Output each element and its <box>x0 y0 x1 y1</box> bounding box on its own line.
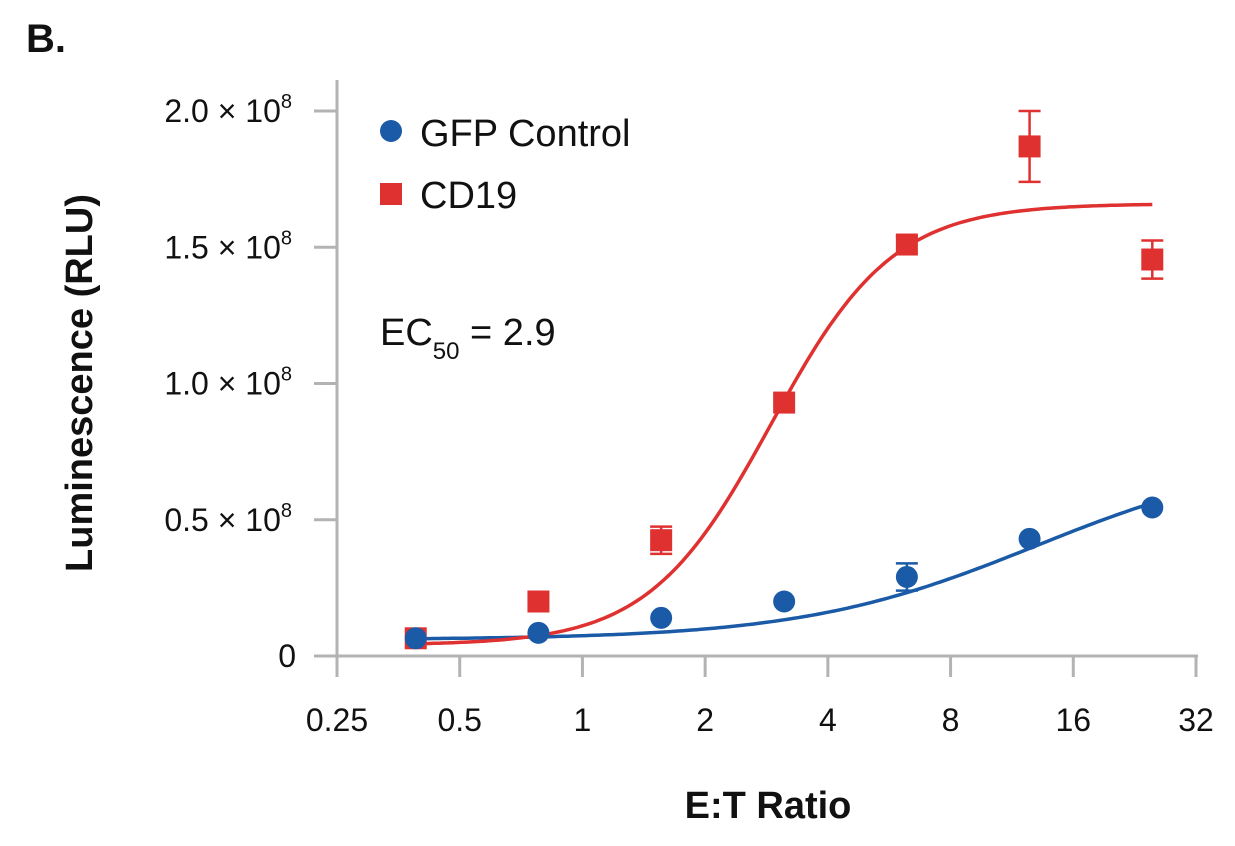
x-axis-title: E:T Ratio <box>685 785 852 827</box>
fit-curves <box>415 202 1153 646</box>
panel-label: B. <box>26 17 66 61</box>
axes <box>314 80 1198 658</box>
ec50-subscript: 50 <box>433 338 460 365</box>
legend-label-cd19: CD19 <box>420 175 517 217</box>
cd19-point-6 <box>1141 248 1164 271</box>
cd19-point-4 <box>895 233 918 256</box>
x-tick-label-0: 0.25 <box>306 702 368 738</box>
y-tick-label-1: 0.5 × 108 <box>164 500 292 538</box>
fit-curve-1 <box>415 202 1153 646</box>
cd19-point-1 <box>527 590 550 613</box>
fit-curve-0 <box>415 501 1153 641</box>
gfp-control-point-0 <box>404 627 427 650</box>
gfp-control-point-2 <box>650 606 673 629</box>
gfp-control-point-5 <box>1018 527 1041 550</box>
error-bars <box>650 109 1164 592</box>
y-tick-label-0: 0 <box>278 638 296 674</box>
y-axis-title: Luminescence (RLU) <box>59 194 101 572</box>
data-points <box>404 135 1164 650</box>
y-tick-label-3: 1.5 × 108 <box>164 227 292 265</box>
ec50-prefix: EC <box>380 312 433 354</box>
x-tick-label-4: 4 <box>819 702 837 738</box>
legend-marker-gfp-control <box>380 120 402 142</box>
x-ticks: 0.25 0.5 1 2 4 8 16 32 <box>306 656 1214 738</box>
gfp-control-point-6 <box>1141 496 1164 519</box>
ec50-value: = 2.9 <box>460 312 556 354</box>
x-tick-label-5: 8 <box>942 702 960 738</box>
legend-label-gfp-control: GFP Control <box>420 113 630 155</box>
legend: GFP Control CD19 <box>380 113 630 217</box>
x-tick-label-1: 0.5 <box>437 702 481 738</box>
x-tick-label-6: 16 <box>1055 702 1091 738</box>
cd19-point-5 <box>1018 135 1041 158</box>
y-tick-label-4: 2.0 × 108 <box>164 91 292 129</box>
gfp-control-point-1 <box>527 621 550 644</box>
cd19-point-3 <box>773 391 796 414</box>
legend-marker-cd19 <box>380 183 402 205</box>
ec50-annotation: EC50 = 2.9 <box>380 312 556 365</box>
x-tick-label-7: 32 <box>1178 702 1214 738</box>
gfp-control-point-4 <box>895 565 918 588</box>
cd19-point-2 <box>650 529 673 552</box>
gfp-control-point-3 <box>773 590 796 613</box>
x-tick-label-2: 1 <box>574 702 592 738</box>
y-ticks: 0 0.5 × 108 1.0 × 108 1.5 × 108 2.0 × 108 <box>164 91 337 674</box>
y-tick-label-2: 1.0 × 108 <box>164 364 292 402</box>
x-tick-label-3: 2 <box>696 702 714 738</box>
